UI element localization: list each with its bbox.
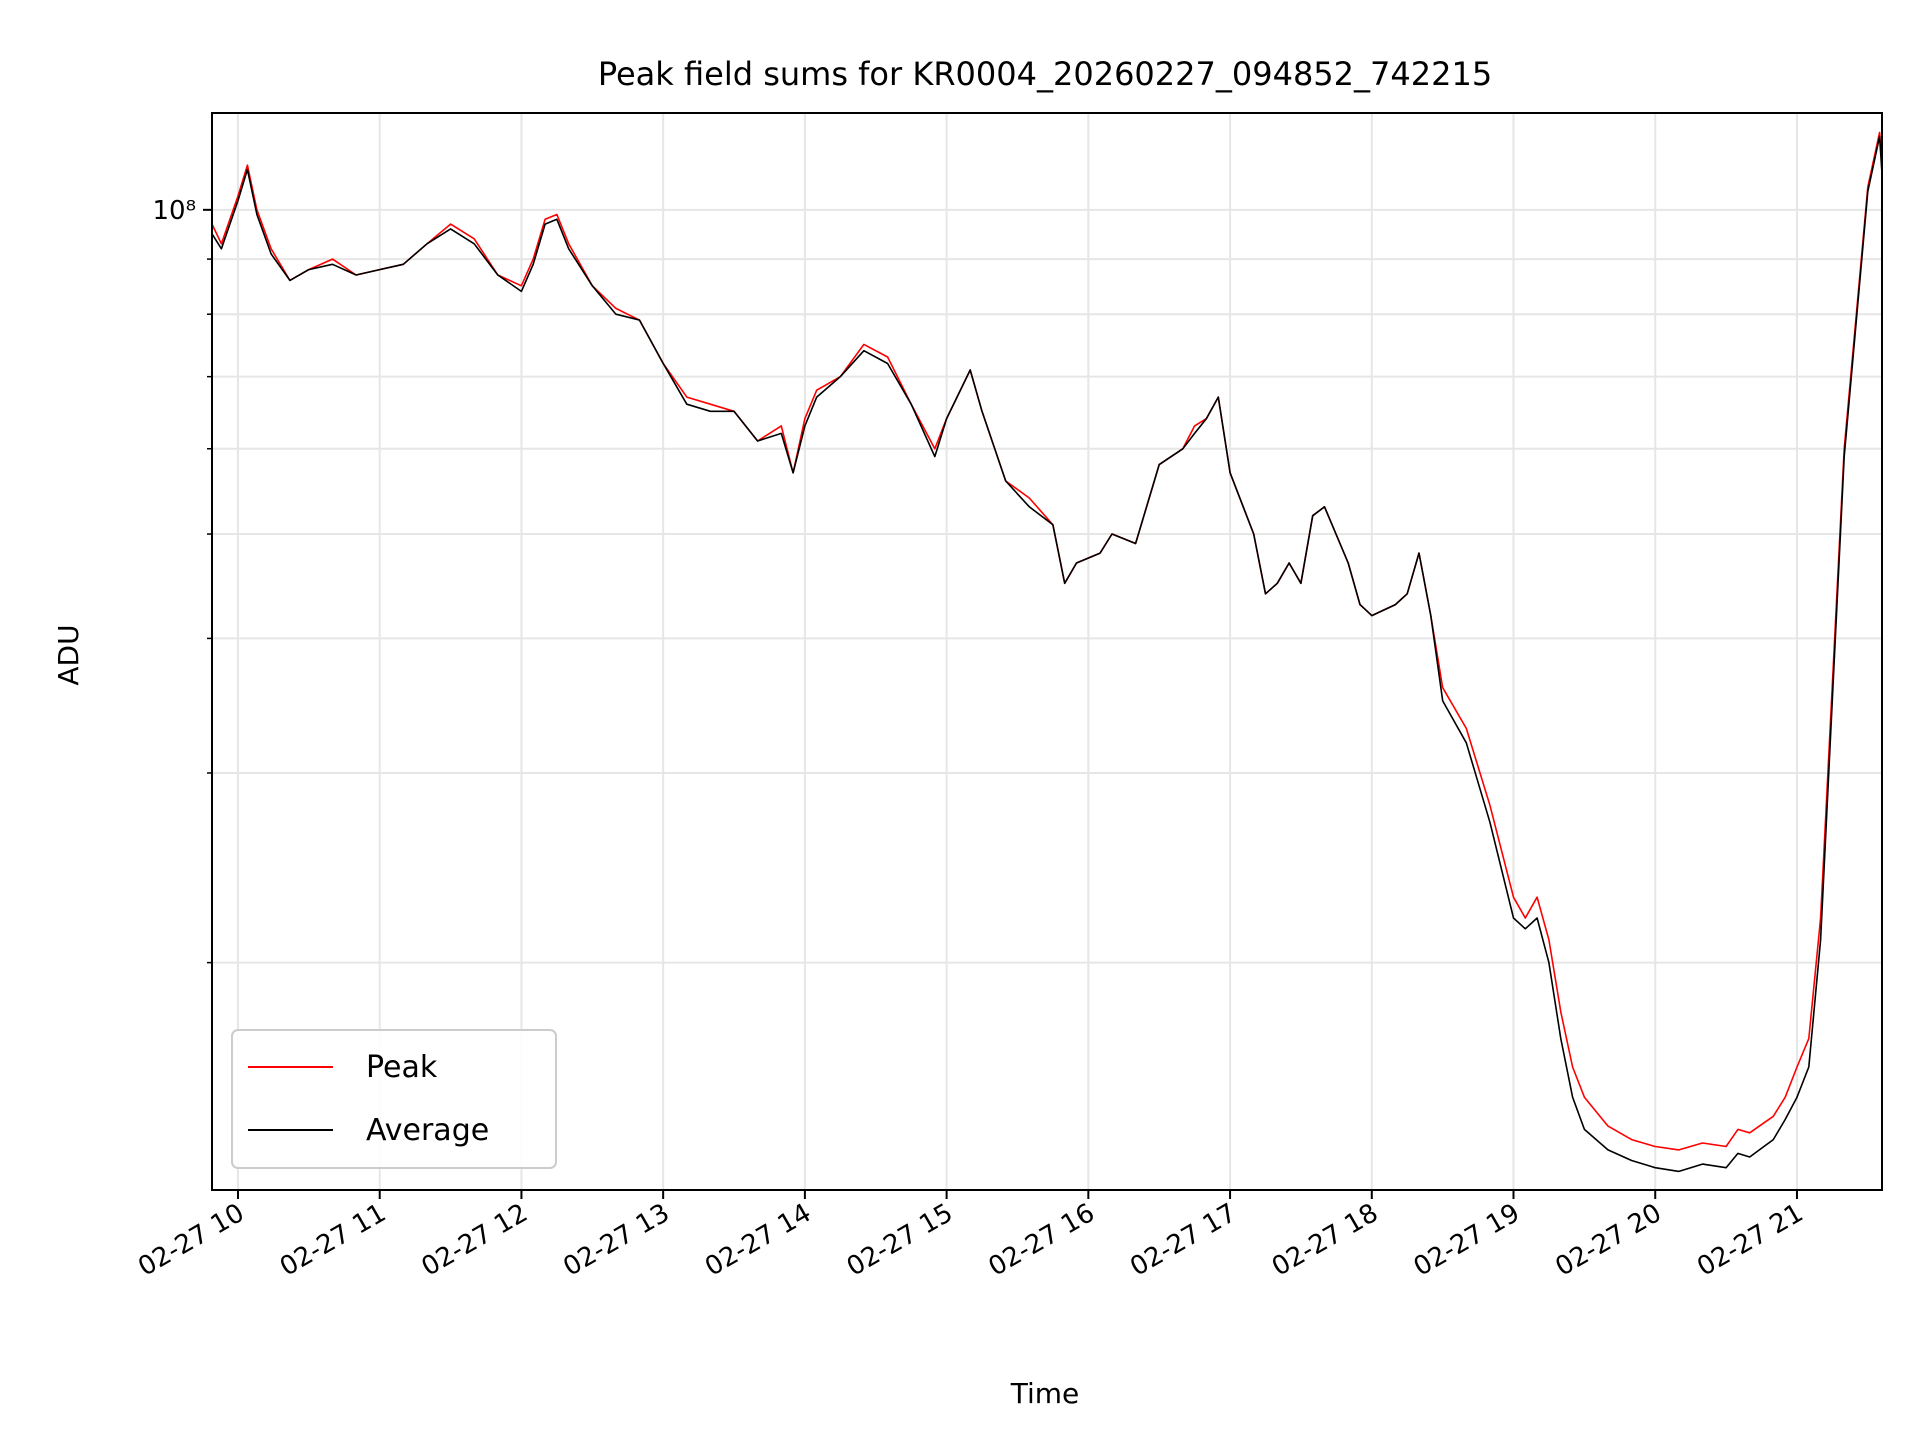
x-axis-title: Time bbox=[1010, 1377, 1080, 1410]
legend-label-peak: Peak bbox=[366, 1050, 438, 1085]
y-axis-ticks: 10⁸ bbox=[152, 196, 212, 964]
y-axis-title: ADU bbox=[52, 624, 85, 685]
legend-label-average: Average bbox=[366, 1113, 489, 1148]
y-tick-label: 10⁸ bbox=[152, 196, 196, 226]
legend-box bbox=[231, 1029, 557, 1169]
grid bbox=[212, 113, 1882, 1190]
legend: Peak Average bbox=[231, 1029, 557, 1169]
plot-frame bbox=[211, 112, 1883, 1191]
series-line-average bbox=[211, 135, 1883, 1173]
plot-lines bbox=[211, 131, 1883, 1173]
chart-title: Peak field sums for KR0004_20260227_0948… bbox=[598, 55, 1492, 93]
